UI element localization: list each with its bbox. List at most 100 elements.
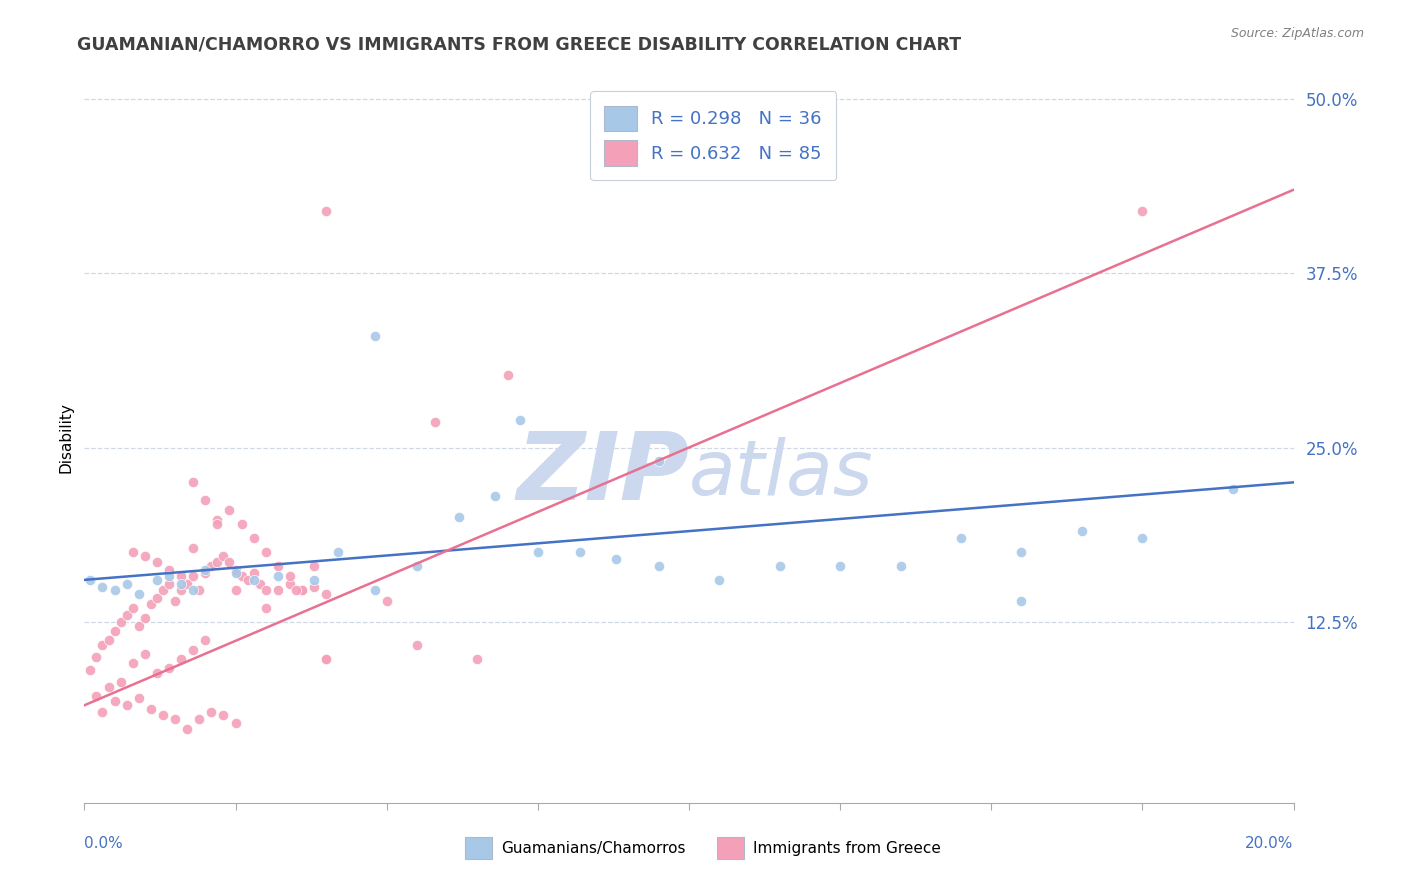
- Point: [242, 566, 264, 580]
- Point: [254, 545, 277, 559]
- Point: [406, 558, 429, 573]
- Point: [170, 568, 193, 582]
- Point: [291, 582, 314, 597]
- Point: [267, 582, 290, 597]
- Point: [170, 577, 193, 591]
- Point: [950, 531, 973, 545]
- Point: [467, 652, 489, 666]
- Text: atlas: atlas: [689, 437, 873, 510]
- Point: [194, 563, 217, 577]
- Point: [146, 591, 169, 605]
- Point: [104, 694, 127, 708]
- Point: [249, 577, 271, 591]
- Point: [406, 639, 429, 653]
- Point: [212, 549, 235, 564]
- Point: [79, 573, 101, 587]
- Point: [484, 489, 506, 503]
- Point: [709, 573, 731, 587]
- Point: [121, 600, 143, 615]
- Point: [285, 582, 308, 597]
- Point: [302, 573, 325, 587]
- Point: [110, 674, 132, 689]
- Point: [104, 582, 127, 597]
- Point: [328, 545, 350, 559]
- Point: [315, 652, 337, 666]
- Point: [121, 545, 143, 559]
- Point: [375, 594, 398, 608]
- Point: [91, 580, 114, 594]
- Point: [152, 708, 174, 723]
- Point: [218, 503, 240, 517]
- Point: [146, 555, 169, 569]
- Point: [830, 558, 852, 573]
- Point: [181, 568, 204, 582]
- Point: [769, 558, 792, 573]
- Point: [200, 705, 222, 719]
- Point: [648, 454, 671, 468]
- Point: [449, 510, 471, 524]
- Point: [128, 619, 150, 633]
- Point: [225, 582, 247, 597]
- Point: [121, 657, 143, 671]
- Point: [236, 573, 259, 587]
- Point: [181, 541, 204, 555]
- Point: [181, 475, 204, 490]
- Text: 0.0%: 0.0%: [84, 836, 124, 851]
- Point: [231, 517, 253, 532]
- Point: [146, 666, 169, 681]
- Point: [97, 680, 120, 694]
- Point: [200, 558, 222, 573]
- Text: 20.0%: 20.0%: [1246, 836, 1294, 851]
- Point: [423, 416, 446, 430]
- Point: [1011, 594, 1033, 608]
- Point: [152, 582, 174, 597]
- Point: [181, 582, 204, 597]
- Point: [267, 558, 290, 573]
- Legend: Guamanians/Chamorros, Immigrants from Greece: Guamanians/Chamorros, Immigrants from Gr…: [453, 825, 953, 871]
- Point: [1130, 531, 1153, 545]
- Text: ZIP: ZIP: [516, 427, 689, 520]
- Point: [188, 582, 211, 597]
- Point: [104, 624, 127, 639]
- Point: [302, 580, 325, 594]
- Point: [254, 600, 277, 615]
- Point: [157, 563, 180, 577]
- Point: [509, 412, 531, 426]
- Point: [139, 702, 162, 716]
- Point: [128, 691, 150, 706]
- Point: [157, 660, 180, 674]
- Point: [212, 708, 235, 723]
- Point: [267, 568, 290, 582]
- Point: [110, 615, 132, 629]
- Point: [231, 568, 253, 582]
- Point: [79, 664, 101, 678]
- Point: [1222, 483, 1244, 497]
- Point: [207, 555, 229, 569]
- Point: [86, 649, 108, 664]
- Point: [890, 558, 912, 573]
- Point: [527, 545, 550, 559]
- Point: [194, 493, 217, 508]
- Point: [170, 582, 193, 597]
- Point: [302, 558, 325, 573]
- Point: [176, 577, 198, 591]
- Point: [291, 582, 314, 597]
- Point: [194, 632, 217, 647]
- Point: [157, 568, 180, 582]
- Point: [496, 368, 519, 382]
- Point: [242, 573, 264, 587]
- Point: [165, 594, 187, 608]
- Text: GUAMANIAN/CHAMORRO VS IMMIGRANTS FROM GREECE DISABILITY CORRELATION CHART: GUAMANIAN/CHAMORRO VS IMMIGRANTS FROM GR…: [77, 36, 962, 54]
- Point: [207, 513, 229, 527]
- Point: [97, 632, 120, 647]
- Point: [569, 545, 592, 559]
- Point: [188, 712, 211, 726]
- Point: [605, 552, 627, 566]
- Y-axis label: Disability: Disability: [58, 401, 73, 473]
- Point: [165, 712, 187, 726]
- Point: [242, 531, 264, 545]
- Legend: R = 0.298   N = 36, R = 0.632   N = 85: R = 0.298 N = 36, R = 0.632 N = 85: [591, 91, 837, 180]
- Point: [86, 689, 108, 703]
- Point: [1071, 524, 1094, 538]
- Point: [218, 555, 240, 569]
